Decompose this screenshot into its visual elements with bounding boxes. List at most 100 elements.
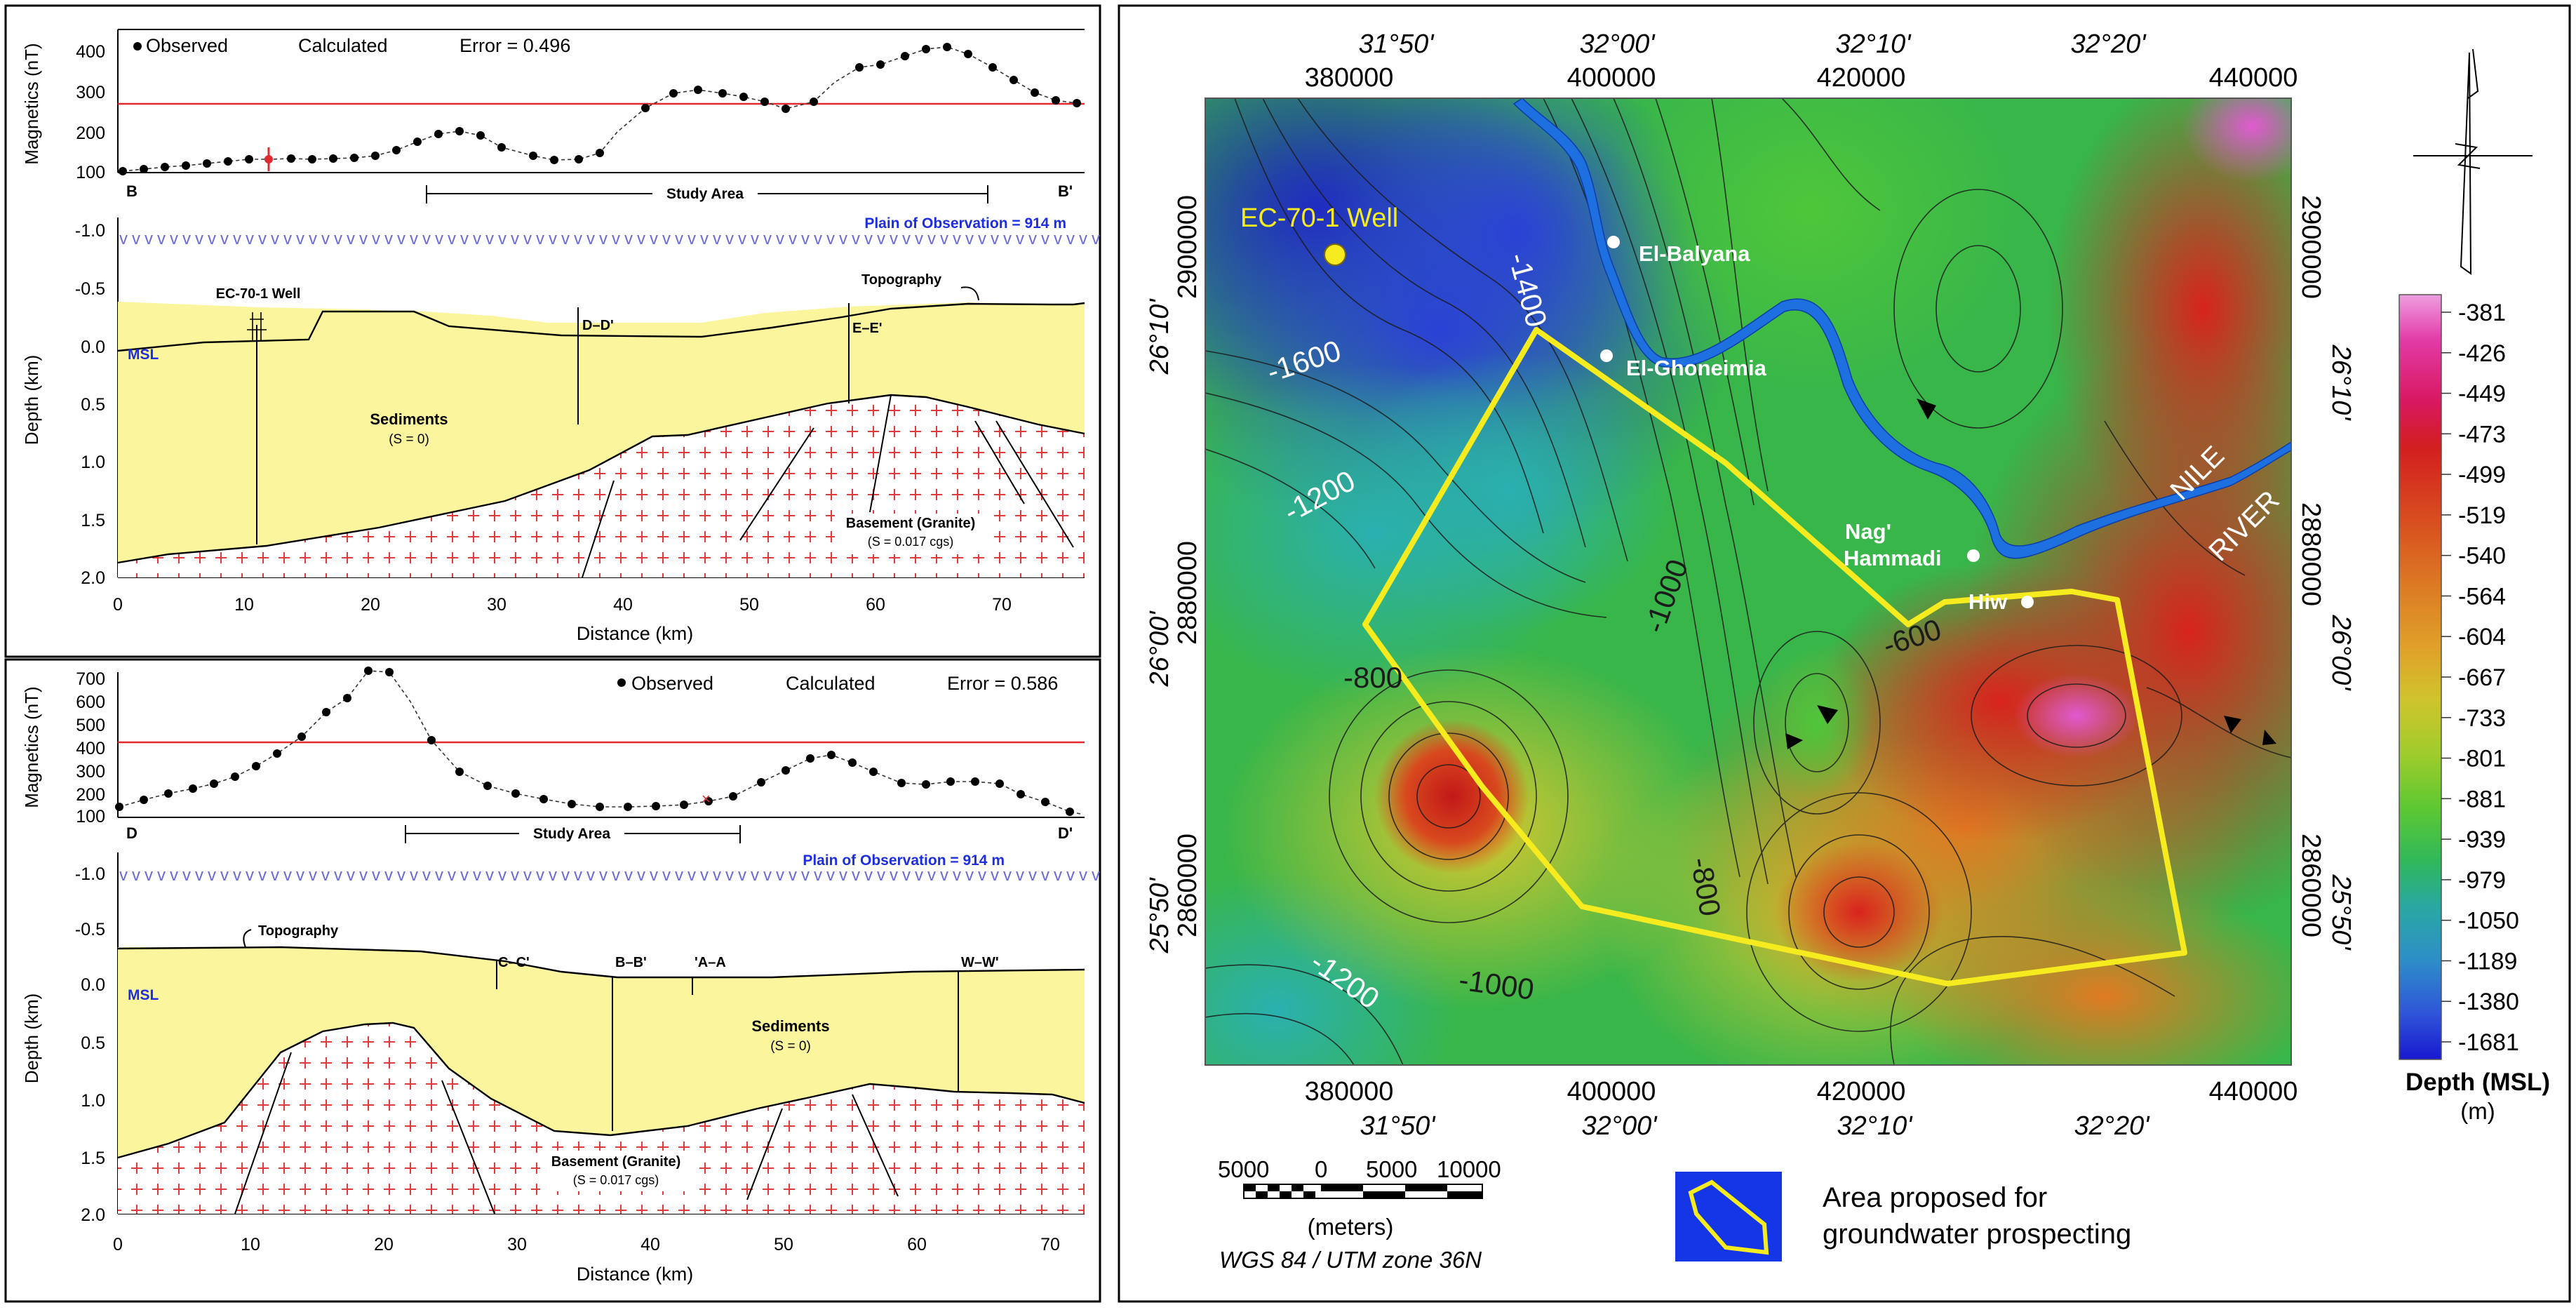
basement-label: Basement (Granite) — [551, 1154, 681, 1170]
observed-marker — [617, 678, 626, 687]
depth-tick: -0.5 — [75, 279, 105, 299]
colorbar-label: -1380 — [2458, 989, 2519, 1015]
colorbar-label: -499 — [2458, 462, 2506, 488]
northing-label: 2900000 — [2296, 195, 2326, 299]
legend-text-line2: groundwater prospecting — [1823, 1219, 2131, 1250]
basement-layer — [118, 1023, 1085, 1214]
colorbar-label: -519 — [2458, 502, 2506, 529]
depth-tick: 0.0 — [81, 975, 105, 995]
distance-tick: 20 — [361, 595, 380, 615]
error-label: Error = 0.586 — [947, 673, 1058, 694]
colorbar-label: -1189 — [2458, 948, 2517, 975]
distance-tick: 40 — [640, 1235, 660, 1254]
bottom-longitude-labels: 31°50' 32°00' 32°10' 32°20' — [1360, 1111, 2151, 1141]
distance-axis-label: Distance (km) — [577, 623, 694, 644]
study-area-label-bg — [652, 185, 758, 202]
left-axis-labels: 2900000 2880000 2860000 26°10' 26°00' 25… — [1145, 195, 1202, 953]
scale-tick: 10000 — [1437, 1156, 1501, 1182]
colorbar-label: -426 — [2458, 340, 2506, 367]
colorbar-label: -939 — [2458, 826, 2506, 853]
direction-triangles — [1785, 399, 2276, 749]
longitude-label: 31°50' — [1360, 1111, 1437, 1141]
colorbar-label: -564 — [2458, 583, 2506, 610]
colorbar-label: -1681 — [2458, 1029, 2519, 1056]
study-area-label: Study Area — [533, 826, 610, 842]
longitude-label: 32°10' — [1836, 29, 1912, 59]
colorbar-label: -881 — [2458, 786, 2506, 812]
section-b-label: B–B' — [615, 955, 647, 970]
observation-plane-marks: vvvvvvvvvvvvvvvvvvvvvvvvvvvvvvvvvvvvvvvv… — [119, 866, 1104, 885]
basement-top-line — [117, 394, 1085, 564]
msl-label: MSL — [128, 347, 159, 363]
mag-tick: 300 — [76, 83, 105, 102]
colorbar-label: -733 — [2458, 705, 2506, 732]
easting-label: 420000 — [1817, 63, 1906, 93]
observed-points — [115, 667, 1074, 816]
section-e-label: E–E' — [852, 321, 883, 336]
topography-arrow — [243, 929, 252, 948]
sediments-susceptibility: (S = 0) — [770, 1039, 811, 1054]
distance-tick: 0 — [113, 595, 123, 615]
datum-label: WGS 84 / UTM zone 36N — [1219, 1247, 1482, 1273]
scale-bar: 5000 0 5000 10000 (meters) WGS 84 / UTM … — [1218, 1156, 1501, 1273]
basement-susceptibility: (S = 0.017 cgs) — [868, 535, 954, 549]
legend-observed: Observed — [146, 35, 228, 56]
well-label: EC-70-1 Well — [216, 286, 301, 302]
longitude-label: 32°20' — [2074, 1111, 2151, 1141]
sediments-label: Sediments — [370, 410, 448, 428]
colorbar-label: -667 — [2458, 664, 2506, 691]
section-a-label: 'A–A — [695, 955, 726, 970]
northing-label: 2860000 — [1173, 834, 1202, 937]
latitude-label: 26°00' — [2326, 615, 2356, 692]
distance-tick: 30 — [487, 595, 507, 615]
distance-tick: 70 — [992, 595, 1012, 615]
depth-ticks: -1.0 -0.5 0.0 0.5 1.0 1.5 2.0 — [75, 221, 105, 588]
depth-map — [1205, 98, 2291, 1065]
mag-tick: 200 — [76, 785, 105, 805]
scale-tick: 0 — [1315, 1156, 1327, 1182]
depth-axis-label: Depth (km) — [21, 993, 42, 1084]
study-area-polygon — [1362, 327, 2187, 986]
map-panel: EC-70-1 Well El-Balyana El-Ghoneimia Nag… — [1118, 4, 2571, 1303]
distance-tick: 70 — [1040, 1235, 1060, 1254]
town-marker — [1607, 236, 1620, 248]
contour-lines — [1205, 98, 2291, 1065]
town-el-balyana: El-Balyana — [1639, 241, 1750, 266]
sediments-susceptibility: (S = 0) — [389, 432, 429, 447]
latitude-label: 26°00' — [1145, 610, 1174, 688]
mag-axis-label: Magnetics (nT) — [21, 43, 42, 164]
topography-line — [117, 946, 1085, 979]
northing-label: 2900000 — [1173, 195, 1202, 299]
profile-end-left: D — [126, 824, 137, 842]
legend-calculated: Calculated — [786, 673, 876, 694]
distance-ticks: 0 10 20 30 40 50 60 70 — [113, 1235, 1060, 1254]
depth-tick: 0.0 — [81, 337, 105, 357]
depth-tick: 2.0 — [81, 1205, 105, 1225]
town-marker — [1600, 349, 1613, 362]
scale-tick: 5000 — [1366, 1156, 1417, 1182]
distance-axis-label: Distance (km) — [577, 1264, 694, 1285]
red-observed-point — [264, 147, 273, 171]
distance-tick: 60 — [866, 595, 885, 615]
colorbar-label: -381 — [2458, 300, 2506, 326]
right-axis-labels: 2900000 2880000 2860000 26°10' 26°00' 25… — [2296, 195, 2356, 951]
town-marker — [2021, 596, 2034, 608]
observed-points — [119, 43, 1081, 175]
easting-label: 380000 — [1305, 63, 1394, 93]
section-d-label: D–D' — [582, 318, 614, 333]
msl-label: MSL — [128, 987, 159, 1003]
mag-ticks: 700 600 500 400 300 200 100 — [76, 669, 105, 826]
colorbar-label: -604 — [2458, 624, 2506, 650]
section-w-label: W–W' — [961, 955, 999, 970]
scale-tick: 5000 — [1218, 1156, 1269, 1182]
easting-label: 400000 — [1567, 63, 1656, 93]
longitude-label: 32°00' — [1580, 29, 1656, 59]
distance-tick: 10 — [241, 1235, 260, 1254]
red-observed-point: × — [702, 790, 711, 808]
scale-bar-blocks — [1243, 1184, 1483, 1199]
town-hiw: Hiw — [1968, 589, 2008, 614]
top-longitude-labels: 31°50' 32°00' 32°10' 32°20' — [1359, 29, 2147, 59]
colorbar-label: -540 — [2458, 543, 2506, 570]
map-frame — [1205, 98, 2292, 1066]
